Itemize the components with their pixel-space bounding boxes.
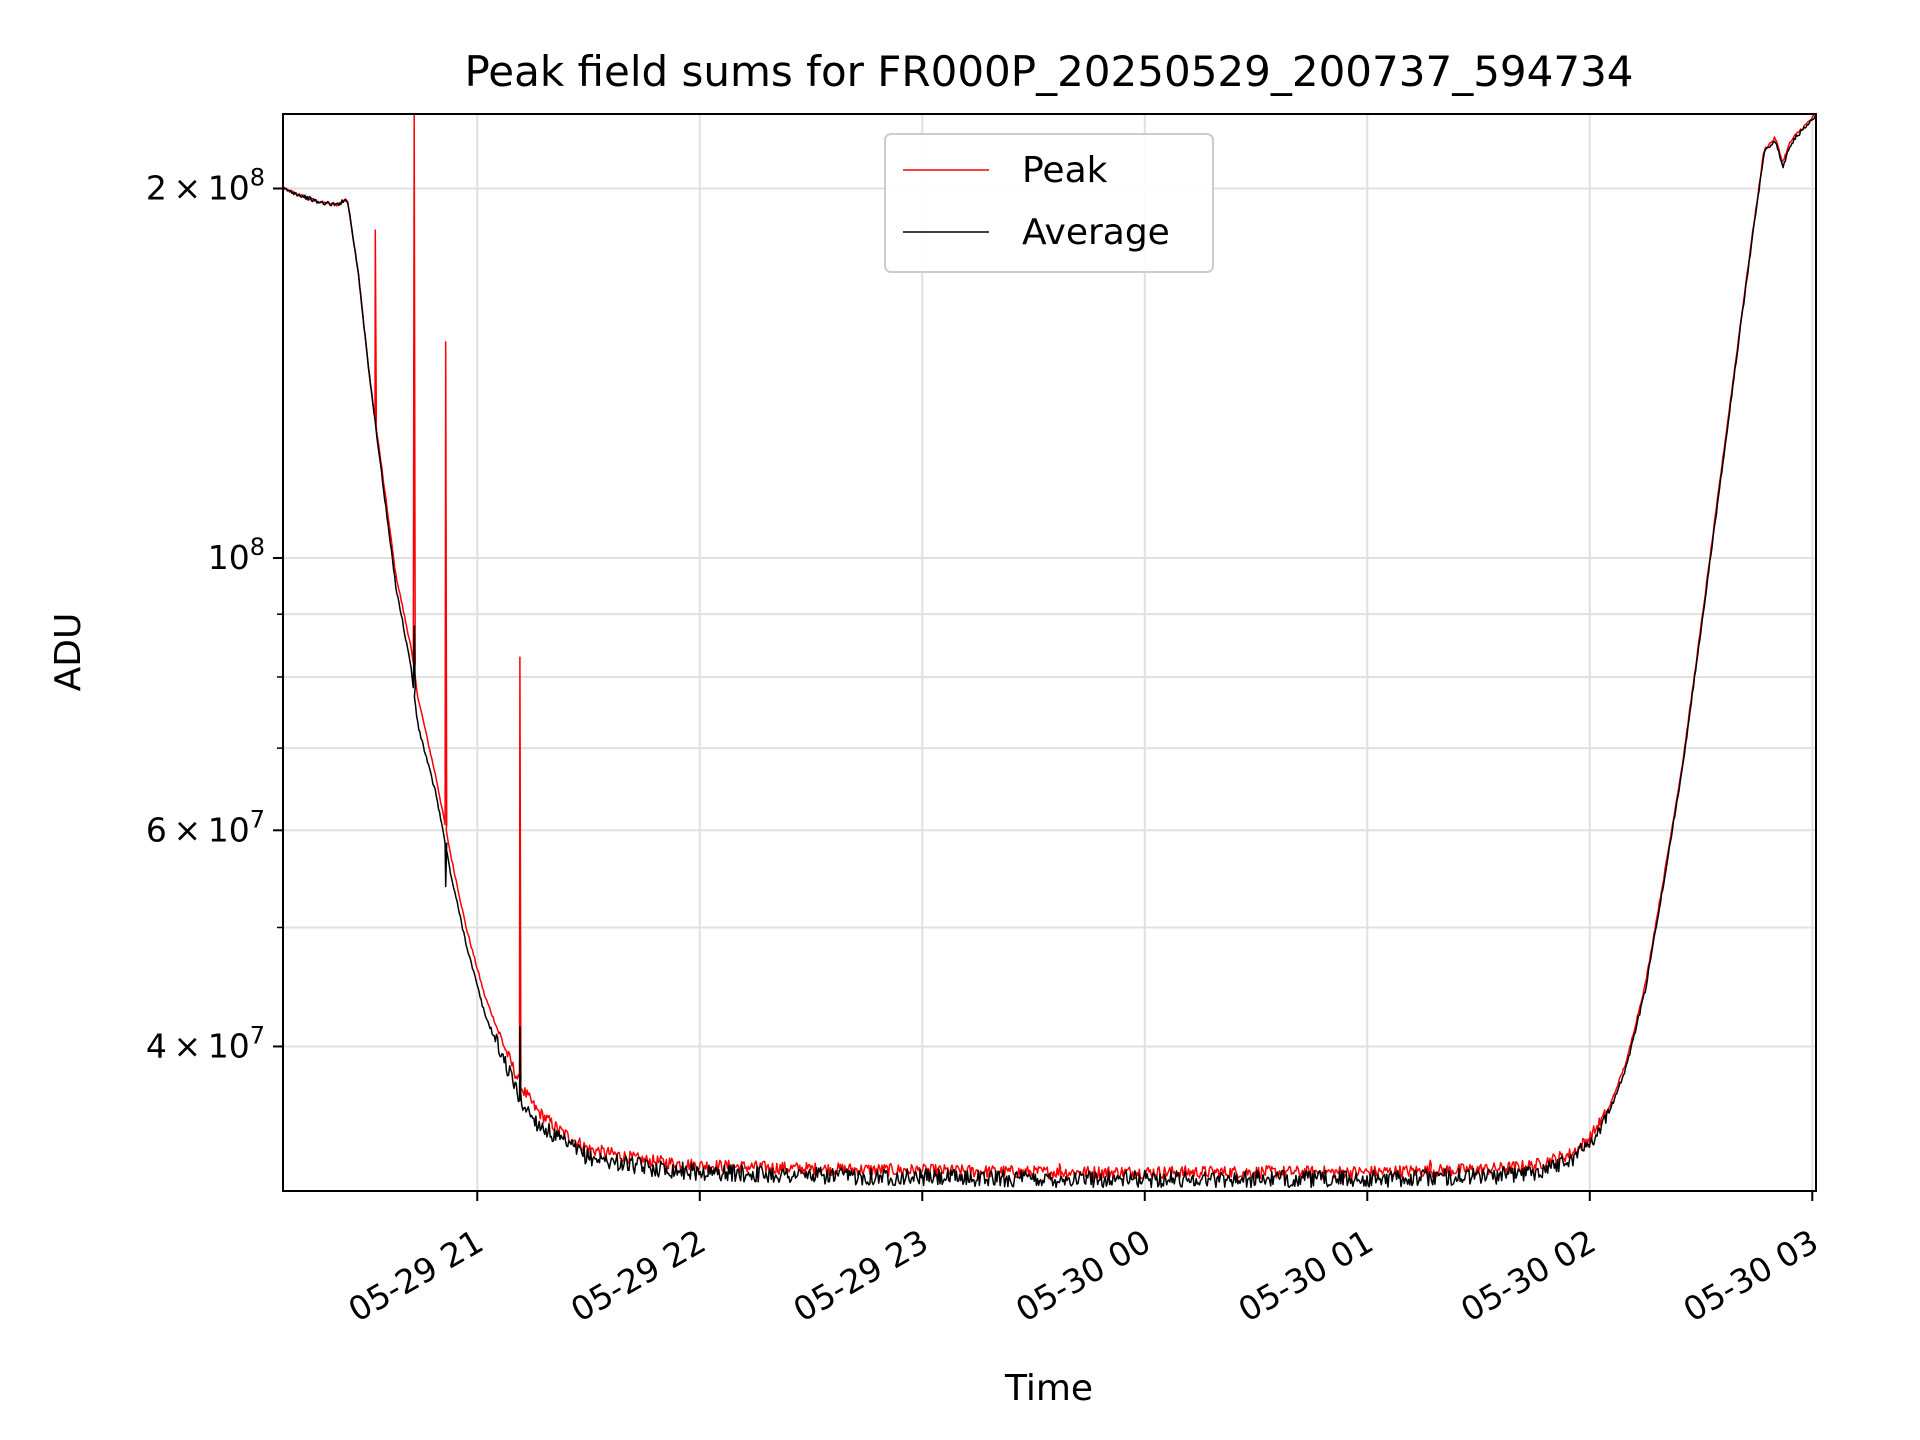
- legend-label-average: Average: [1022, 212, 1170, 253]
- y-tick-label: 4 × 107: [146, 1021, 265, 1065]
- y-axis-label: ADU: [48, 613, 89, 692]
- x-tick-label: 05-29 22: [564, 1222, 712, 1330]
- x-tick-label: 05-30 00: [1009, 1222, 1157, 1330]
- x-tick-label: 05-30 01: [1232, 1222, 1380, 1330]
- grid: [283, 114, 1816, 1191]
- series-group: [283, 114, 1816, 1189]
- plot-area: [283, 114, 1816, 1191]
- axes-frame: [282, 113, 1817, 1192]
- y-tick-label: 2 × 108: [146, 164, 265, 208]
- chart-title: Peak field sums for FR000P_20250529_2007…: [464, 47, 1633, 96]
- series-line-average: [283, 115, 1816, 1189]
- y-tick-label: 6 × 107: [146, 805, 265, 849]
- x-tick-label: 05-29 23: [787, 1222, 935, 1330]
- y-tick-label: 108: [208, 533, 265, 577]
- x-tick-label: 05-29 21: [342, 1222, 490, 1330]
- x-axis-ticks: 05-29 21 05-29 22 05-29 23 05-30 00 05-30 01…: [342, 1191, 1825, 1330]
- x-tick-label: 05-30 02: [1454, 1222, 1602, 1330]
- legend-box: [884, 133, 1214, 273]
- x-axis-label: Time: [1004, 1368, 1093, 1409]
- legend-label-peak: Peak: [1022, 150, 1108, 191]
- legend: Peak Average: [884, 133, 1214, 273]
- x-tick-label: 05-30 03: [1677, 1222, 1825, 1330]
- y-axis-ticks: 4 × 107 6 × 107 108 2 × 108: [146, 164, 283, 1065]
